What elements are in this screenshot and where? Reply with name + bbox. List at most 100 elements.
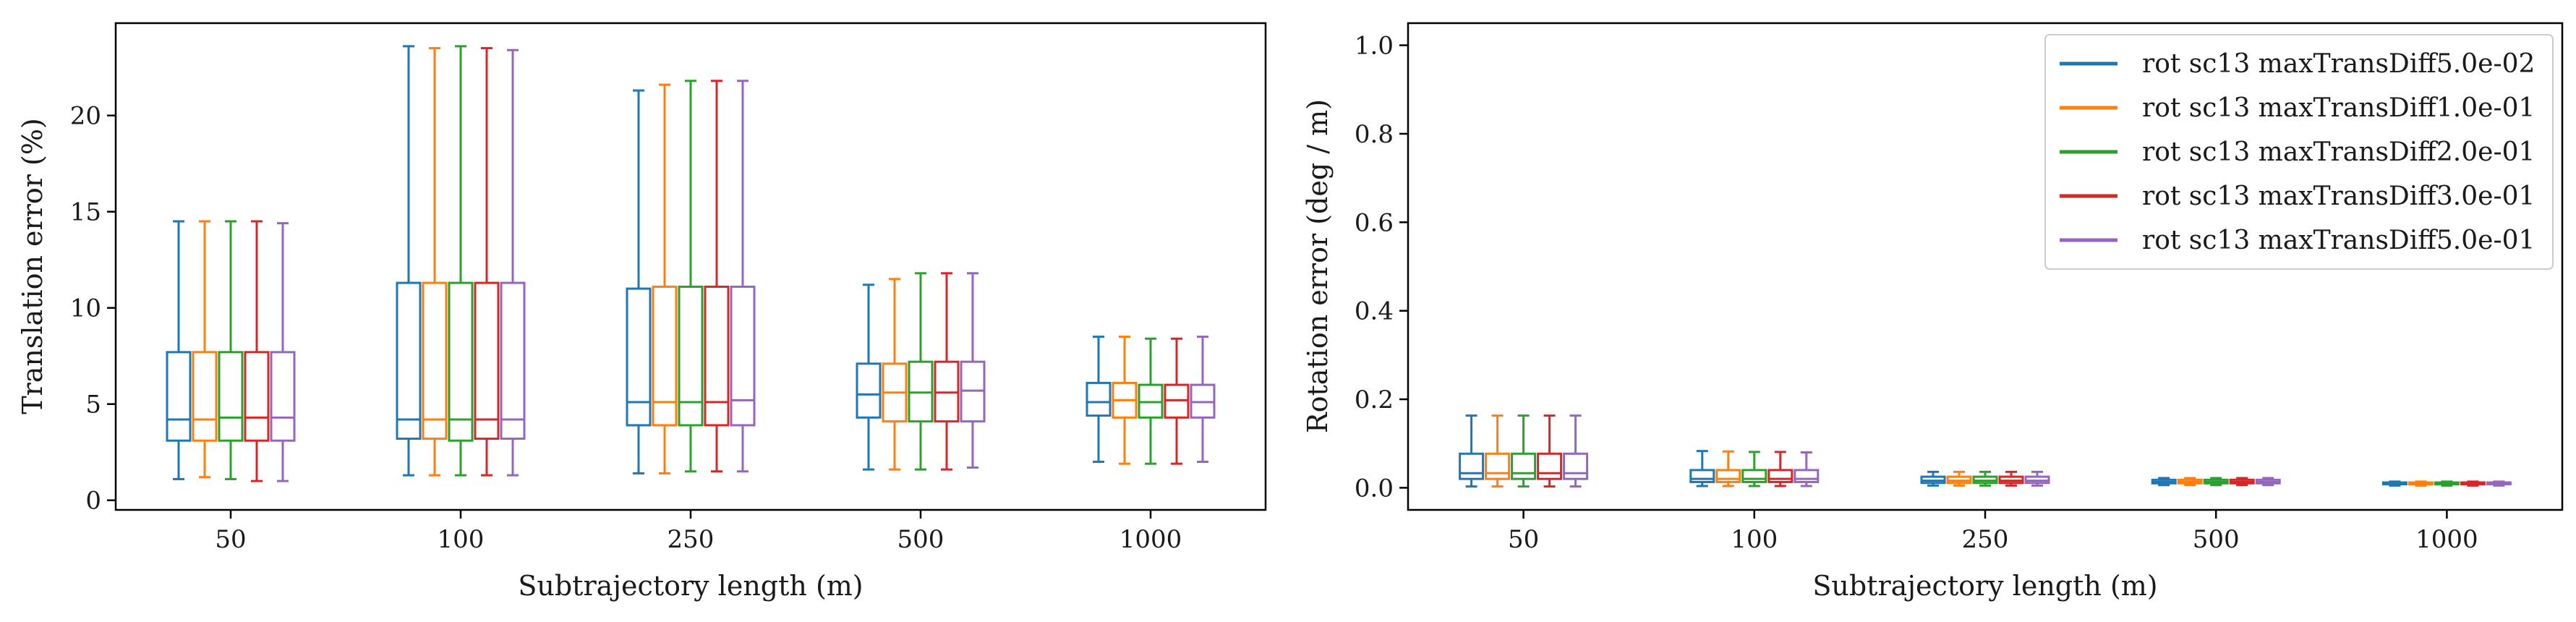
iqr-box [652,285,678,427]
boxplot-box-group [1741,451,1767,487]
x-tick-label: 250 [668,525,715,554]
y-tick-label: 0.6 [1355,208,1394,237]
boxplot-box-group [2407,480,2434,487]
x-tick-label: 500 [897,525,944,554]
x-tick-label: 50 [215,525,246,554]
boxplot-box-group [396,45,422,477]
rotation-error-boxplot-panel: 0.0 0.2 0.4 0.6 0.8 1.0 50 100 250 500 1000 Subtr… [1302,22,2564,602]
iqr-box [396,281,422,440]
boxplot-box-group [2381,480,2407,487]
boxplot-box-group [1164,337,1190,465]
iqr-box [218,351,244,442]
y-tick-label: 10 [70,294,101,323]
iqr-box [626,287,652,427]
boxplot-box-group [244,220,270,482]
x-tick-label: 100 [438,525,485,554]
boxplot-box-group [500,48,526,477]
y-tick-label: 5 [85,391,101,419]
legend-entry: rot sc13 maxTransDiff1.0e-01 [2060,93,2535,123]
boxplot-box-group [1689,450,1715,487]
iqr-box [422,281,448,440]
boxplot-box-group [2203,477,2229,487]
legend-entry: rot sc13 maxTransDiff5.0e-02 [2060,49,2535,79]
boxplot-box-group [1459,414,1485,488]
boxplot-box-group [422,47,448,477]
legend-label: rot sc13 maxTransDiff1.0e-01 [2142,93,2535,123]
boxplot-box-group [1086,336,1112,463]
boxplot-box-group [1112,336,1138,465]
legend-entry: rot sc13 maxTransDiff3.0e-01 [2060,182,2535,211]
boxplot-box-group [2486,480,2512,487]
x-tick-label: 50 [1508,525,1539,554]
boxplot-box-group [2177,477,2203,487]
translation-error-box-marks [166,45,1216,482]
iqr-box [166,351,192,442]
boxplot-box-group [960,272,986,469]
boxplot-box-group [1998,470,2024,487]
rotation-error-x-axis-label: Subtrajectory length (m) [1812,570,2157,602]
x-tick-label: 1000 [1119,525,1182,554]
boxplot-box-group [1485,414,1511,488]
x-tick-label: 250 [1962,525,2009,554]
iqr-box [1511,452,1537,480]
boxplot-box-group [2460,480,2486,487]
boxplot-box-group [1794,451,1820,487]
boxplot-box-group [1920,470,1946,487]
iqr-box [1537,452,1563,480]
legend: rot sc13 maxTransDiff5.0e-02 rot sc13 ma… [2044,34,2554,270]
boxplot-box-group [856,284,882,471]
legend-label: rot sc13 maxTransDiff2.0e-01 [2142,137,2535,167]
boxplot-box-group [730,80,756,473]
iqr-box [1715,469,1741,483]
iqr-box [448,281,474,442]
iqr-box [270,351,296,442]
boxplot-box-group [678,80,704,473]
y-tick-label: 15 [70,198,101,227]
iqr-box [1563,452,1589,480]
iqr-box [730,285,756,427]
boxplot-box-group [1537,414,1563,488]
y-tick-label: 0.8 [1355,120,1394,149]
translation-error-x-axis-label: Subtrajectory length (m) [518,570,863,602]
boxplot-box-group [704,80,730,473]
iqr-box [474,281,500,440]
y-tick-label: 1.0 [1355,32,1394,61]
y-tick-label: 0.4 [1355,297,1394,326]
boxplot-box-group [1511,414,1537,488]
iqr-box [856,362,882,419]
x-tick-label: 500 [2193,525,2240,554]
boxplot-box-group [2229,477,2255,487]
y-tick-label: 0.2 [1355,385,1394,414]
rotation-error-y-ticks: 0.0 0.2 0.4 0.6 0.8 1.0 [1355,32,1408,503]
iqr-box [704,285,730,427]
boxplot-box-group [882,278,908,471]
boxplot-box-group [448,45,474,477]
legend-entry: rot sc13 maxTransDiff2.0e-01 [2060,137,2535,167]
legend-entry: rot sc13 maxTransDiff5.0e-01 [2060,226,2535,255]
boxplot-box-group [1715,450,1741,487]
boxplot-box-group [270,222,296,482]
iqr-box [1767,469,1794,483]
translation-error-y-axis-label: Translation error (%) [17,118,48,414]
iqr-box [192,351,218,442]
translation-error-y-ticks: 0 5 10 15 20 [70,102,116,516]
boxplot-box-group [934,272,960,471]
boxplot-box-group [166,220,192,480]
boxplot-box-group [2255,477,2281,487]
boxplot-box-group [1563,414,1589,488]
boxplot-box-group [1138,337,1164,465]
iqr-box [244,351,270,442]
boxplot-box-group [474,47,500,477]
legend-label: rot sc13 maxTransDiff5.0e-01 [2142,226,2535,255]
y-tick-label: 20 [70,102,101,131]
boxplot-box-group [1190,336,1216,463]
boxplot-box-group [2024,470,2050,487]
iqr-box [1794,469,1820,483]
rotation-error-y-axis-label: Rotation error (deg / m) [1302,99,1334,433]
boxplot-box-group [1946,470,1972,487]
x-tick-label: 1000 [2415,525,2478,554]
y-tick-label: 0 [85,487,101,516]
translation-error-boxplot-panel: 0 5 10 15 20 50 100 250 500 1000 Subtrajectory l… [17,22,1267,602]
rotation-error-x-ticks: 50 100 250 500 1000 [1508,510,2478,554]
